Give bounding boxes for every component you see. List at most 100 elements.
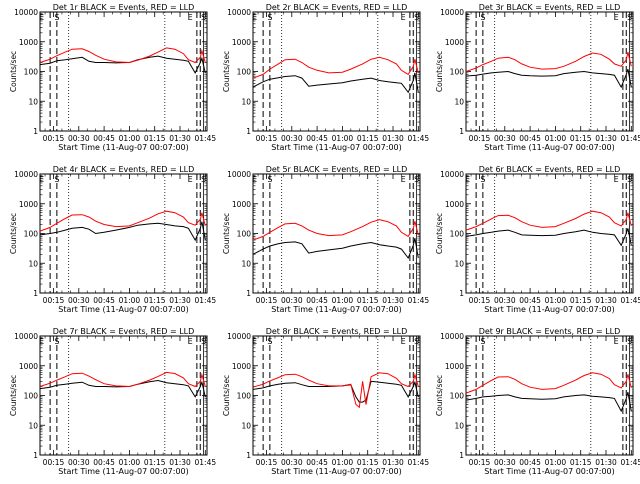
x-tick-label: 00:45 <box>93 296 115 305</box>
x-tick-label: 00:15 <box>469 458 491 467</box>
x-tick-label: 01:45 <box>408 134 430 143</box>
series-line-lld <box>465 210 632 231</box>
y-tick-label: 1000 <box>445 38 464 47</box>
y-tick-label: 10 <box>28 97 38 106</box>
y-tick-label: 1 <box>246 451 251 460</box>
y-tick-label: 10 <box>454 421 464 430</box>
marker-label: E <box>39 175 44 184</box>
x-tick-label: 01:30 <box>169 134 191 143</box>
y-tick-label: 10 <box>454 259 464 268</box>
y-tick-label: 10 <box>454 97 464 106</box>
x-tick-label: 01:30 <box>595 296 617 305</box>
y-axis-label: Counts/sec <box>222 213 231 254</box>
y-tick-label: 1000 <box>445 200 464 209</box>
x-tick-label: 01:15 <box>357 458 379 467</box>
y-tick-label: 1000 <box>232 38 251 47</box>
panel-title: Det 4r BLACK = Events, RED = LLD <box>53 165 195 174</box>
x-tick-label: 00:30 <box>68 134 90 143</box>
x-tick-label: 01:45 <box>195 134 217 143</box>
x-tick-label: 00:15 <box>43 134 65 143</box>
x-axis-label: Start Time (11-Aug-07 00:07:00) <box>484 467 615 476</box>
marker-label: E <box>252 337 257 346</box>
x-tick-label: 01:30 <box>169 296 191 305</box>
marker-label: E <box>39 13 44 22</box>
panel-title: Det 3r BLACK = Events, RED = LLD <box>479 3 621 12</box>
x-tick-label: 00:30 <box>281 458 303 467</box>
marker-label: E <box>614 175 619 184</box>
x-tick-label: 00:15 <box>43 458 65 467</box>
x-tick-label: 00:15 <box>256 296 278 305</box>
y-axis-label: Counts/sec <box>435 213 444 254</box>
series-line-lld <box>465 372 632 394</box>
x-tick-label: 01:15 <box>144 458 166 467</box>
x-axis-label: Start Time (11-Aug-07 00:07:00) <box>271 305 402 314</box>
marker-label: S <box>54 337 59 346</box>
x-tick-label: 00:15 <box>43 296 65 305</box>
series-line-events <box>39 55 206 74</box>
y-tick-label: 1000 <box>445 362 464 371</box>
plot-frame <box>252 335 421 456</box>
x-tick-label: 00:45 <box>519 134 541 143</box>
x-tick-label: 01:30 <box>169 458 191 467</box>
marker-label: E <box>188 337 193 346</box>
series-line-lld <box>39 210 206 232</box>
x-tick-label: 01:00 <box>119 458 141 467</box>
marker-label: S <box>267 175 272 184</box>
y-tick-label: 1000 <box>19 200 38 209</box>
series-line-events <box>252 380 419 403</box>
detector-panel-6: Det 6r BLACK = Events, RED = LLD 1 10 100 10… <box>435 165 640 314</box>
x-tick-label: 00:45 <box>306 134 328 143</box>
x-axis-label: Start Time (11-Aug-07 00:07:00) <box>58 467 189 476</box>
y-tick-label: 100 <box>237 230 252 239</box>
series-line-lld <box>252 56 419 79</box>
y-tick-label: 10000 <box>227 8 251 17</box>
y-tick-label: 1 <box>33 127 38 136</box>
y-tick-label: 100 <box>450 68 465 77</box>
y-tick-label: 10000 <box>14 332 38 341</box>
y-tick-label: 10000 <box>14 170 38 179</box>
x-tick-label: 01:30 <box>595 458 617 467</box>
x-tick-label: 00:30 <box>68 458 90 467</box>
x-tick-label: 00:45 <box>306 458 328 467</box>
y-axis-label: Counts/sec <box>9 375 18 416</box>
x-tick-label: 01:30 <box>382 134 404 143</box>
y-tick-label: 100 <box>237 392 252 401</box>
y-tick-label: 1000 <box>232 362 251 371</box>
x-tick-label: 01:15 <box>570 296 592 305</box>
marker-label: E <box>465 175 470 184</box>
x-tick-label: 00:15 <box>469 296 491 305</box>
series-line-lld <box>465 51 632 72</box>
marker-label: S <box>201 13 206 22</box>
series-line-events <box>465 391 632 413</box>
marker-label: E <box>188 13 193 22</box>
marker-label: S <box>480 337 485 346</box>
plot-frame <box>465 11 634 132</box>
x-tick-label: 00:45 <box>306 296 328 305</box>
marker-label: S <box>627 175 632 184</box>
y-tick-label: 1000 <box>19 362 38 371</box>
x-tick-label: 00:30 <box>68 296 90 305</box>
plot-frame <box>252 11 421 132</box>
detector-panel-8: Det 8r BLACK = Events, RED = LLD 1 10 100 10… <box>222 327 429 476</box>
detector-panel-1: Det 1r BLACK = Events, RED = LLD 1 10 100 10… <box>9 3 216 152</box>
plot-frame <box>252 173 421 294</box>
y-tick-label: 1 <box>33 289 38 298</box>
panel-title: Det 1r BLACK = Events, RED = LLD <box>53 3 195 12</box>
marker-label: S <box>627 13 632 22</box>
y-tick-label: 10 <box>241 421 251 430</box>
y-axis-label: Counts/sec <box>435 375 444 416</box>
plot-frame <box>465 335 634 456</box>
x-tick-label: 00:30 <box>494 134 516 143</box>
y-tick-label: 1000 <box>19 38 38 47</box>
x-tick-label: 00:30 <box>281 296 303 305</box>
y-tick-label: 1 <box>246 127 251 136</box>
y-tick-label: 10 <box>241 259 251 268</box>
marker-label: S <box>414 337 419 346</box>
marker-label: S <box>54 175 59 184</box>
marker-label: E <box>188 175 193 184</box>
x-tick-label: 01:15 <box>144 296 166 305</box>
y-tick-label: 10 <box>241 97 251 106</box>
y-tick-label: 10000 <box>440 8 464 17</box>
marker-label: E <box>465 13 470 22</box>
marker-label: S <box>480 13 485 22</box>
